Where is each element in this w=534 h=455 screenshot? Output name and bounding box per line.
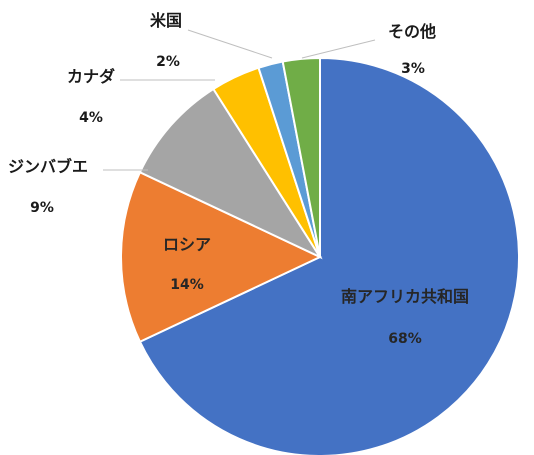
pie-slice: [281, 56, 321, 258]
pie-slice: [138, 56, 520, 455]
leader-line: [187, 29, 273, 59]
slice-percent-label: 2%: [156, 54, 180, 70]
leader-line: [301, 39, 376, 59]
slice-label: 米国: [150, 11, 182, 30]
slice-percent-label: 4%: [79, 110, 103, 126]
slice-label: その他: [388, 22, 436, 41]
slice-label: ジンバブエ: [8, 157, 88, 176]
pie-slice: [138, 87, 323, 260]
slice-percent-label: 3%: [401, 61, 425, 77]
pie-slice: [120, 170, 323, 344]
slice-label: ロシア: [163, 235, 211, 254]
slice-percent-label: 14%: [170, 277, 204, 293]
slice-percent-label: 9%: [30, 200, 54, 216]
slice-percent-label: 68%: [388, 331, 422, 347]
slice-label: 南アフリカ共和国: [341, 287, 469, 306]
slice-label: カナダ: [67, 67, 115, 86]
